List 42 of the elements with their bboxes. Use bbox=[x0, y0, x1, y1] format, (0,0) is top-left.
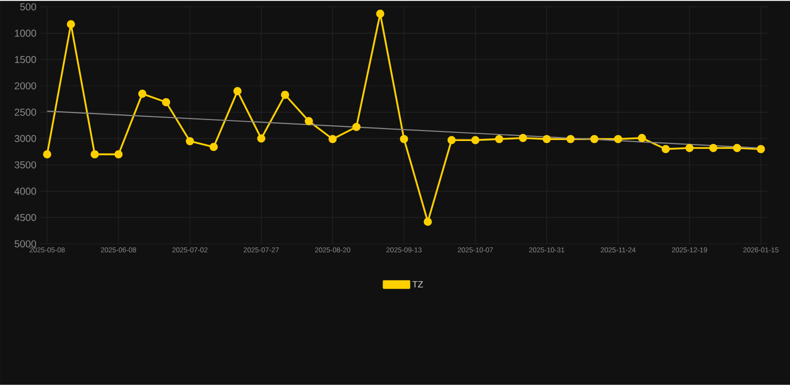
point bbox=[138, 90, 146, 98]
point bbox=[352, 122, 361, 132]
y-tick-label: 2500 bbox=[14, 108, 36, 116]
point bbox=[590, 135, 598, 144]
point bbox=[662, 145, 670, 154]
point bbox=[186, 137, 194, 146]
y-tick-label: 500 bbox=[20, 3, 36, 10]
point bbox=[685, 144, 694, 152]
y-tick-label: 4000 bbox=[14, 188, 36, 195]
point bbox=[614, 135, 622, 144]
point bbox=[114, 150, 123, 158]
point bbox=[495, 135, 504, 144]
point bbox=[257, 134, 266, 143]
point bbox=[518, 134, 528, 142]
point bbox=[447, 136, 456, 144]
point bbox=[280, 90, 290, 99]
point bbox=[424, 218, 432, 226]
y-tick-label: 4500 bbox=[14, 214, 36, 222]
y-tick-label: 1500 bbox=[14, 56, 36, 64]
y-tick-label: 3500 bbox=[14, 161, 36, 168]
point bbox=[376, 10, 384, 18]
point bbox=[709, 144, 718, 152]
point bbox=[756, 145, 765, 154]
y-tick-label: 3000 bbox=[14, 135, 36, 142]
y-tick-label: 5000 bbox=[14, 240, 36, 248]
point bbox=[542, 135, 551, 144]
point bbox=[43, 150, 52, 158]
point bbox=[566, 135, 575, 144]
point bbox=[304, 117, 313, 126]
point bbox=[471, 136, 480, 144]
point bbox=[328, 135, 337, 144]
point bbox=[162, 98, 170, 106]
point bbox=[638, 134, 646, 142]
legend-label: TZ bbox=[412, 281, 423, 288]
point bbox=[400, 135, 408, 144]
y-tick-label: 2000 bbox=[14, 82, 36, 90]
point bbox=[732, 144, 742, 152]
point bbox=[66, 20, 76, 28]
point bbox=[90, 150, 99, 158]
point bbox=[233, 87, 242, 96]
point bbox=[210, 142, 218, 152]
y-tick-label: 1000 bbox=[14, 30, 36, 37]
